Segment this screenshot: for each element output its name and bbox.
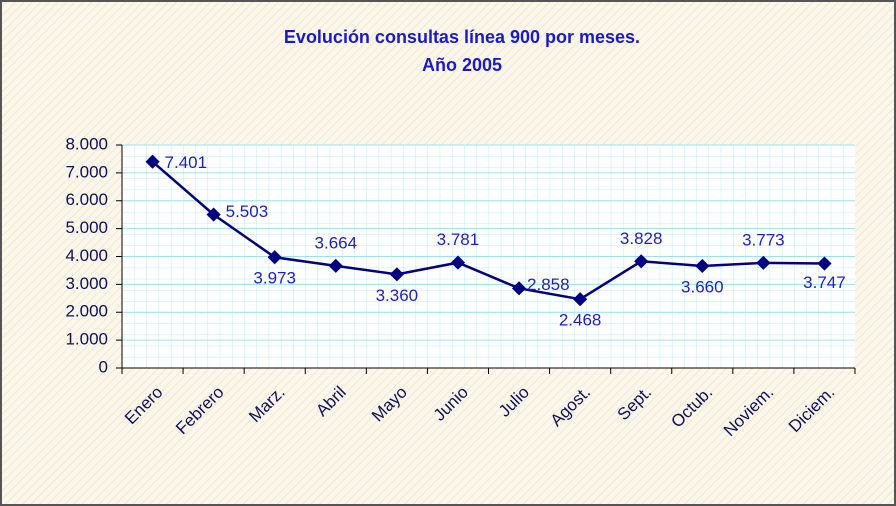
marker — [573, 292, 588, 307]
y-tick-label: 6.000 — [65, 190, 108, 209]
marker — [695, 258, 710, 274]
data-label: 2.468 — [559, 311, 602, 330]
marker — [145, 154, 160, 169]
y-tick-label: 3.000 — [65, 274, 108, 293]
marker — [756, 255, 771, 270]
marker — [817, 256, 832, 271]
marker — [206, 207, 221, 222]
data-label: 7.401 — [165, 153, 208, 172]
marker — [634, 254, 649, 269]
y-tick-label: 5.000 — [65, 218, 108, 237]
data-label: 3.660 — [681, 277, 724, 296]
data-label: 3.664 — [315, 233, 358, 252]
y-tick-label: 7.000 — [65, 162, 108, 181]
y-tick-label: 2.000 — [65, 302, 108, 321]
y-tick-label: 8.000 — [65, 134, 108, 153]
data-label: 3.828 — [620, 229, 663, 248]
data-label: 3.973 — [253, 269, 296, 288]
data-label: 3.360 — [376, 286, 419, 305]
line-series — [151, 160, 825, 301]
data-label: 3.773 — [742, 230, 785, 249]
y-tick-label: 1.000 — [65, 330, 108, 349]
y-tick-label: 4.000 — [65, 246, 108, 265]
marker — [450, 255, 466, 270]
marker — [328, 258, 343, 273]
marker — [511, 281, 527, 296]
marker — [267, 250, 282, 265]
data-label: 3.781 — [437, 230, 480, 249]
data-label: 5.503 — [226, 202, 269, 221]
chart-title: Evolución consultas línea 900 por meses. — [284, 27, 640, 47]
y-tick-label: 0 — [99, 357, 108, 376]
chart-subtitle: Año 2005 — [422, 55, 502, 75]
data-label: 3.747 — [803, 273, 846, 292]
marker — [389, 267, 404, 282]
data-label: 2.858 — [527, 275, 570, 294]
